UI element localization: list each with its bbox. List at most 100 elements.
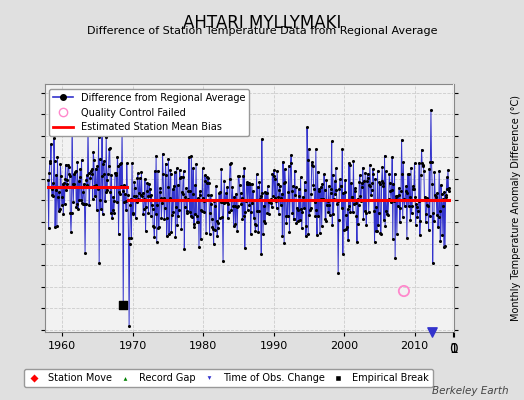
Point [62,186,70,193]
Point [123,183,132,190]
Point [396,205,405,211]
Point [342,226,351,232]
Point [414,208,422,215]
Point [293,207,302,214]
Point [365,209,373,215]
Point [51,186,60,193]
Point [302,223,311,230]
Point [240,165,248,171]
Point [125,322,133,329]
Point [217,199,226,205]
Point [290,168,299,174]
Point [389,236,397,242]
Point [164,156,172,162]
Point [386,179,394,186]
Point [236,190,245,196]
Point [251,228,259,234]
Point [93,207,101,213]
Point [303,156,312,163]
Point [291,192,300,198]
Point [347,180,355,186]
Point [423,202,432,208]
Point [138,193,146,200]
Point [156,185,165,191]
Point [201,178,210,184]
Point [63,181,71,188]
Point [173,222,181,228]
Point [143,180,151,186]
Point [78,157,86,163]
Point [318,180,326,187]
Point [250,196,258,203]
Point [70,181,79,188]
Point [211,227,220,233]
Point [438,191,446,198]
Point [292,184,300,191]
Point [47,186,56,192]
Point [169,209,177,215]
Point [249,188,257,194]
Point [260,218,268,224]
Point [311,199,319,206]
Point [57,172,65,179]
Point [90,182,99,189]
Point [201,172,209,179]
Point [416,218,424,225]
Point [350,201,358,207]
Point [443,186,452,192]
Point [49,193,58,200]
Point [114,230,123,237]
Point [271,176,279,183]
Point [264,197,272,204]
Point [191,211,200,217]
Point [66,210,74,216]
Point [331,178,339,184]
Point [76,166,84,172]
Point [363,171,372,177]
Point [417,146,425,153]
Point [159,171,167,177]
Point [85,202,93,208]
Point [373,168,381,174]
Point [134,170,142,176]
Point [178,190,187,197]
Point [53,154,62,160]
Point [198,165,206,172]
Point [44,177,52,184]
Text: AHTARI MYLLYMAKI: AHTARI MYLLYMAKI [183,14,341,32]
Point [231,221,239,228]
Point [272,198,280,204]
Point [124,192,132,198]
Point [401,197,409,203]
Point [338,146,346,153]
Point [402,235,411,242]
Point [278,190,286,197]
Point [71,169,79,176]
Point [118,127,126,133]
Point [181,204,189,210]
Text: Berkeley Earth: Berkeley Earth [432,386,508,396]
Point [319,196,327,202]
Point [324,208,332,215]
Point [94,134,103,140]
Point [445,185,453,192]
Point [186,188,194,194]
Point [405,203,413,210]
Point [351,188,359,194]
Point [172,165,181,171]
Point [80,201,89,208]
Point [363,178,371,184]
Point [314,186,323,192]
Point [146,186,155,192]
Point [403,190,412,196]
Point [436,238,444,245]
Point [103,187,111,193]
Point [412,201,420,207]
Point [95,260,103,266]
Point [79,201,87,207]
Point [441,194,450,200]
Point [314,212,322,219]
Point [222,190,230,196]
Point [394,203,402,209]
Point [214,220,223,226]
